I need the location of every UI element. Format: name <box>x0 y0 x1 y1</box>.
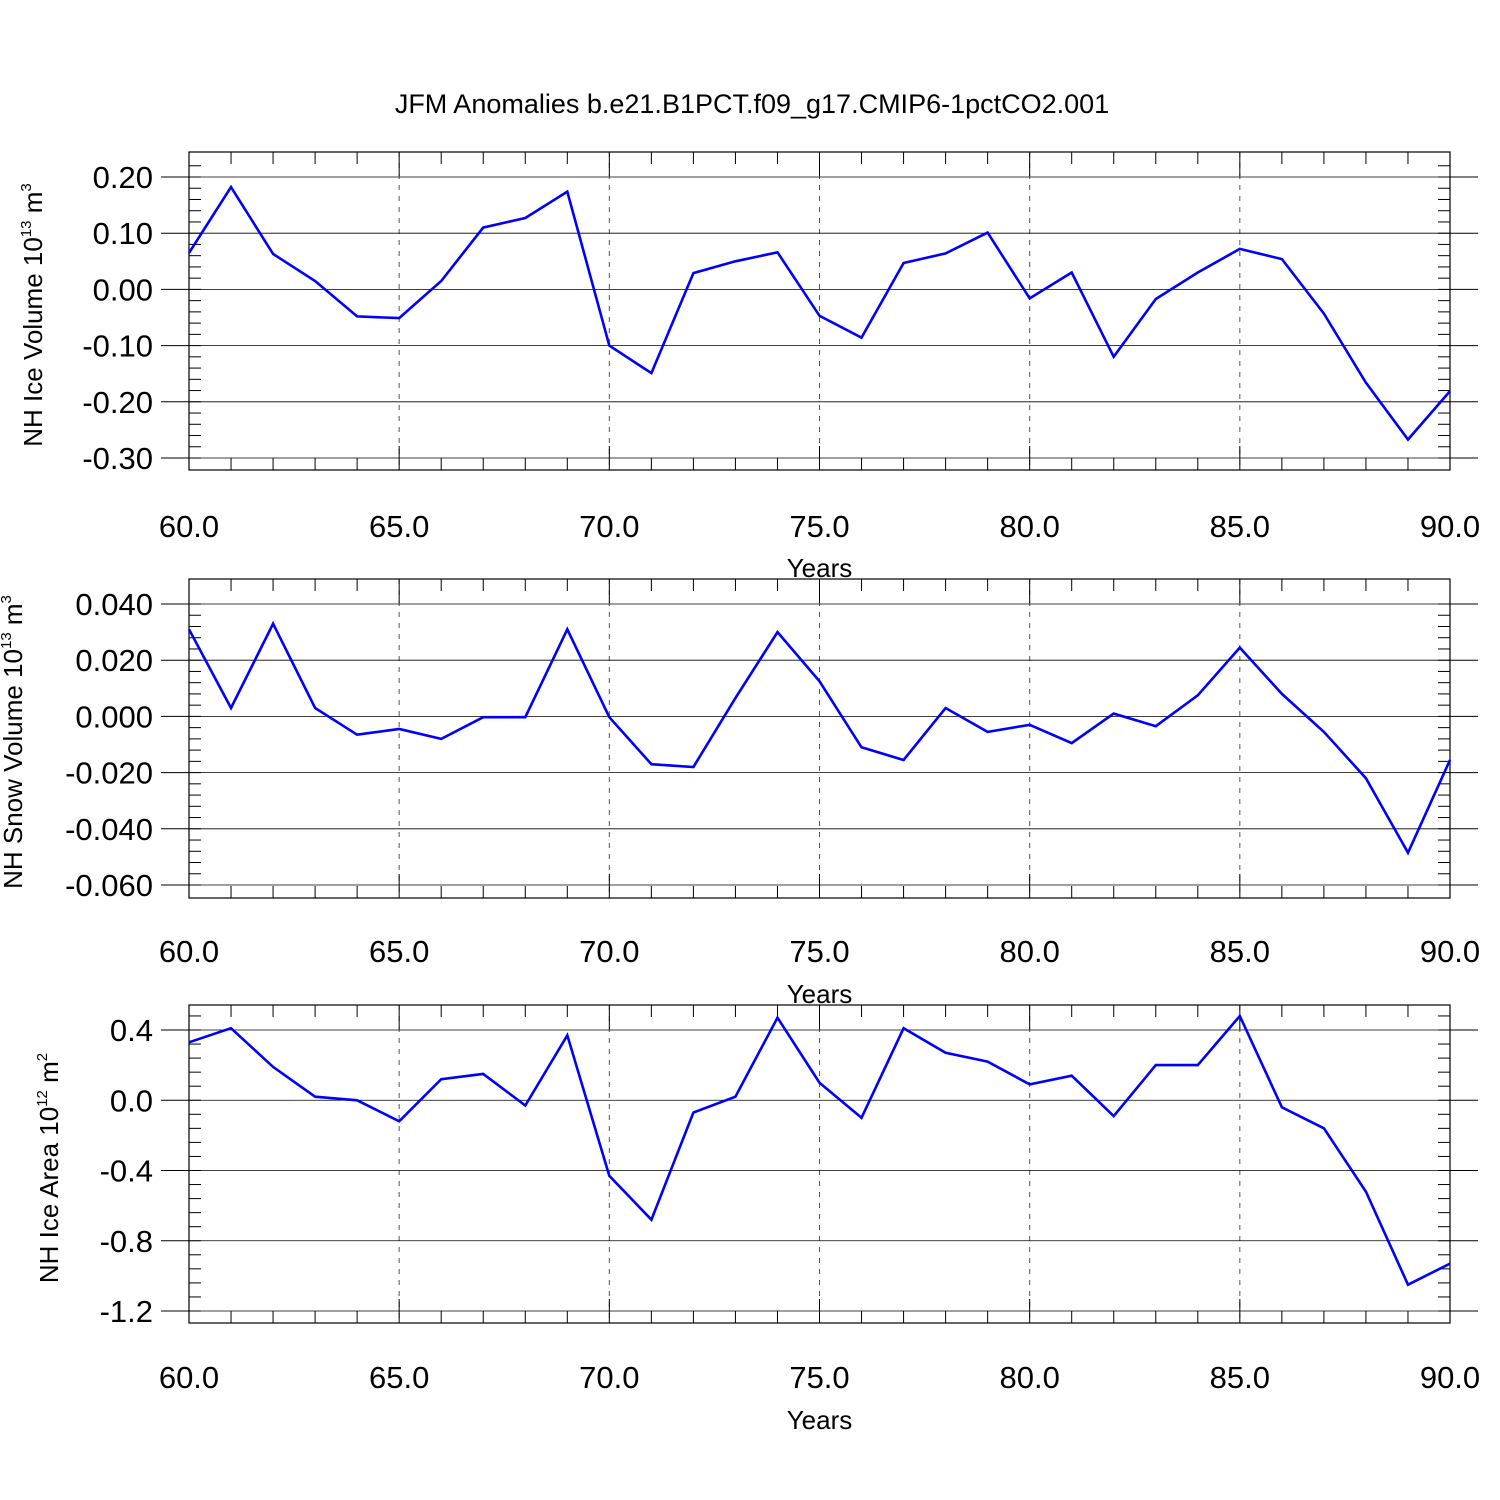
y-tick-label: 0.00 <box>93 272 153 307</box>
y-tick-label: -0.8 <box>100 1224 153 1259</box>
x-tick-label: 85.0 <box>1210 509 1270 544</box>
x-tick-label: 75.0 <box>789 934 849 969</box>
panels: -0.30 -0.20 -0.10 0.00 0.10 0.20 60.0 65.0 70.0 7… <box>0 151 1480 1435</box>
x-tick-label: 75.0 <box>789 1360 849 1395</box>
y-tick-label: 0.0 <box>110 1083 153 1118</box>
x-tick-label: 85.0 <box>1210 934 1270 969</box>
series-line <box>187 620 1452 856</box>
y-tick-label: -0.040 <box>65 812 153 847</box>
y-tick-label: 0.000 <box>75 699 153 734</box>
y-axis-label: NH Ice Area 1012 m2 <box>34 1053 64 1283</box>
y-tick-label: 0.020 <box>75 643 153 678</box>
x-tick-label: 90.0 <box>1420 934 1480 969</box>
x-tick-label: 60.0 <box>159 509 219 544</box>
y-tick-label: -0.4 <box>100 1154 153 1189</box>
x-tick-label: 60.0 <box>159 1360 219 1395</box>
y-axis-label: NH Ice Volume 1013 m3 <box>18 183 48 446</box>
y-tick-label: -0.20 <box>82 385 153 420</box>
x-axis-label: Years <box>787 553 853 583</box>
x-axis-label: Years <box>787 1405 853 1435</box>
panel-3: -1.2 -0.8 -0.4 0.0 0.4 60.0 65.0 70.0 75.0 80.0 85… <box>34 1004 1480 1435</box>
panel-2: -0.060 -0.040 -0.020 0.000 0.020 0.040 60.0 65.… <box>0 578 1480 1009</box>
y-axis-label: NH Snow Volume 1013 m3 <box>0 595 28 889</box>
x-tick-label: 65.0 <box>369 934 429 969</box>
x-tick-label: 70.0 <box>579 1360 639 1395</box>
panel-1: -0.30 -0.20 -0.10 0.00 0.10 0.20 60.0 65.0 70.0 7… <box>18 151 1480 583</box>
y-tick-label: -0.060 <box>65 868 153 903</box>
x-tick-label: 90.0 <box>1420 509 1480 544</box>
x-tick-label: 80.0 <box>999 1360 1059 1395</box>
x-tick-label: 70.0 <box>579 509 639 544</box>
series-line <box>187 184 1451 442</box>
y-tick-label: 0.4 <box>110 1013 153 1048</box>
x-tick-label: 85.0 <box>1210 1360 1270 1395</box>
y-tick-label: 0.10 <box>93 216 153 251</box>
x-tick-label: 70.0 <box>579 934 639 969</box>
x-tick-label: 60.0 <box>159 934 219 969</box>
y-tick-label: -1.2 <box>100 1294 153 1329</box>
series-line <box>188 1013 1451 1287</box>
y-tick-label: 0.040 <box>75 587 153 622</box>
y-tick-label: -0.020 <box>65 756 153 791</box>
x-axis-label: Years <box>787 979 853 1009</box>
figure-title: JFM Anomalies b.e21.B1PCT.f09_g17.CMIP6-… <box>395 89 1109 119</box>
x-tick-label: 80.0 <box>999 934 1059 969</box>
y-tick-label: 0.20 <box>93 160 153 195</box>
x-tick-label: 75.0 <box>789 509 849 544</box>
x-tick-label: 90.0 <box>1420 1360 1480 1395</box>
y-tick-label: -0.10 <box>82 329 153 364</box>
x-tick-label: 80.0 <box>999 509 1059 544</box>
y-tick-label: -0.30 <box>82 441 153 476</box>
x-tick-label: 65.0 <box>369 1360 429 1395</box>
x-tick-label: 65.0 <box>369 509 429 544</box>
